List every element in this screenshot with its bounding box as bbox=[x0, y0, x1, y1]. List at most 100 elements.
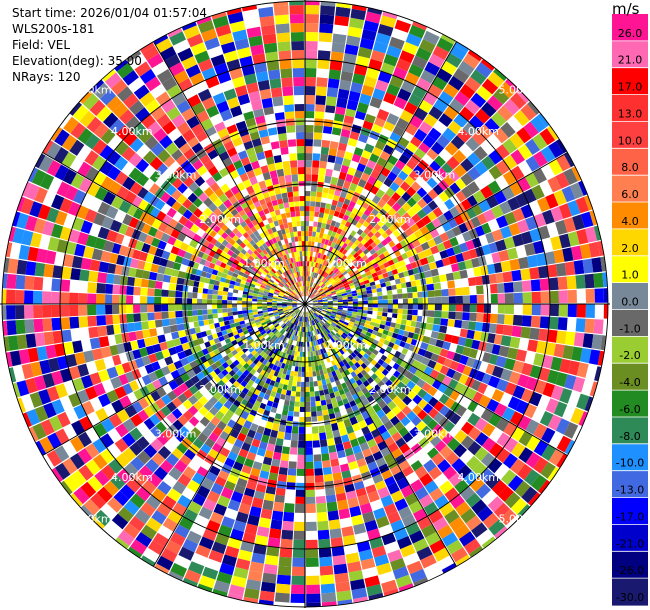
ppi-gate bbox=[405, 123, 419, 136]
ppi-gate bbox=[316, 279, 321, 285]
ppi-gate bbox=[374, 231, 382, 239]
ppi-gate bbox=[368, 212, 376, 220]
range-ring-label: 1.00km bbox=[325, 257, 367, 270]
ppi-gate bbox=[346, 205, 354, 212]
ppi-gate bbox=[383, 276, 390, 283]
ppi-gate bbox=[481, 155, 496, 170]
ppi-gate bbox=[329, 209, 335, 216]
ppi-gate bbox=[373, 216, 381, 224]
ppi-gate bbox=[475, 370, 486, 382]
ppi-gate bbox=[278, 467, 288, 476]
ppi-gate bbox=[377, 380, 385, 388]
ppi-gate bbox=[290, 236, 295, 243]
ppi-gate bbox=[319, 390, 325, 396]
ppi-gate bbox=[402, 164, 413, 176]
ppi-gate bbox=[147, 312, 155, 321]
ppi-gate bbox=[482, 437, 496, 452]
ppi-gate bbox=[310, 294, 315, 299]
ppi-gate bbox=[402, 293, 408, 299]
ppi-gate bbox=[367, 238, 374, 245]
ppi-gate bbox=[298, 241, 302, 247]
ppi-gate bbox=[308, 226, 313, 232]
ppi-gate bbox=[112, 354, 122, 366]
ppi-gate bbox=[331, 253, 337, 260]
ppi-gate bbox=[335, 206, 342, 213]
ppi-gate bbox=[355, 286, 361, 291]
ppi-gate bbox=[511, 269, 522, 282]
ppi-gate bbox=[187, 298, 193, 304]
ppi-gate bbox=[342, 158, 352, 167]
ppi-gate bbox=[547, 414, 562, 431]
ppi-gate bbox=[469, 304, 477, 313]
ppi-gate bbox=[433, 317, 442, 325]
ppi-gate bbox=[402, 385, 412, 396]
ppi-gate bbox=[341, 277, 347, 283]
ppi-gate bbox=[465, 357, 476, 368]
ppi-gate bbox=[339, 317, 346, 322]
ppi-gate bbox=[325, 334, 331, 340]
ppi-gate bbox=[564, 439, 575, 455]
ppi-gate bbox=[318, 258, 322, 264]
ppi-gate bbox=[322, 299, 328, 302]
ppi-gate bbox=[415, 420, 427, 432]
ppi-gate bbox=[426, 254, 436, 264]
ppi-gate bbox=[322, 307, 328, 310]
ppi-gate bbox=[305, 125, 314, 133]
ppi-gate bbox=[539, 278, 550, 291]
ppi-gate bbox=[447, 218, 458, 229]
ppi-gate bbox=[490, 283, 498, 294]
ppi-gate bbox=[217, 290, 223, 296]
ppi-gate bbox=[328, 69, 341, 80]
ppi-gate bbox=[327, 327, 332, 333]
ppi-gate bbox=[385, 187, 396, 198]
ppi-gate bbox=[562, 345, 574, 360]
ppi-gate bbox=[491, 344, 501, 355]
ppi-gate bbox=[395, 117, 409, 131]
ppi-gate bbox=[449, 206, 460, 218]
ppi-gate bbox=[502, 271, 513, 283]
ppi-gate bbox=[402, 395, 412, 406]
ppi-gate bbox=[338, 223, 345, 230]
ppi-gate bbox=[227, 311, 233, 317]
ppi-gate bbox=[263, 42, 278, 54]
ppi-gate bbox=[293, 191, 299, 197]
ppi-gate bbox=[286, 186, 293, 193]
ppi-gate bbox=[337, 298, 343, 301]
ppi-gate bbox=[430, 245, 440, 255]
ppi-gate bbox=[348, 321, 355, 326]
ppi-gate bbox=[209, 279, 216, 285]
ppi-gate bbox=[305, 366, 309, 372]
ppi-gate bbox=[285, 212, 291, 218]
ppi-gate bbox=[342, 299, 348, 302]
ppi-gate bbox=[317, 252, 322, 259]
ppi-gate bbox=[311, 241, 315, 247]
ppi-gate bbox=[305, 191, 311, 197]
ppi-gate bbox=[268, 69, 281, 80]
ppi-gate bbox=[227, 292, 233, 297]
ppi-gate bbox=[202, 309, 208, 315]
ppi-gate bbox=[411, 415, 422, 427]
ppi-gate bbox=[326, 219, 332, 225]
ppi-gate bbox=[385, 379, 393, 388]
ppi-gate bbox=[313, 272, 317, 278]
ppi-gate bbox=[350, 243, 357, 250]
ppi-gate bbox=[7, 335, 19, 351]
ppi-gate bbox=[537, 113, 550, 128]
ppi-gate bbox=[417, 363, 428, 372]
ppi-gate bbox=[464, 76, 481, 92]
ppi-gate bbox=[550, 206, 564, 222]
ppi-gate bbox=[336, 257, 342, 263]
ppi-gate bbox=[315, 104, 326, 112]
ppi-gate bbox=[310, 309, 314, 315]
ppi-gate bbox=[342, 297, 348, 300]
ppi-gate bbox=[356, 264, 362, 270]
ppi-gate bbox=[252, 298, 258, 302]
ppi-gate bbox=[422, 403, 434, 414]
ppi-gate bbox=[359, 281, 365, 286]
ppi-gate bbox=[498, 249, 510, 262]
ppi-gate bbox=[308, 371, 313, 377]
ppi-gate bbox=[529, 365, 542, 379]
ppi-gate bbox=[391, 245, 399, 253]
ppi-gate bbox=[70, 268, 81, 281]
ppi-gate bbox=[338, 343, 344, 349]
